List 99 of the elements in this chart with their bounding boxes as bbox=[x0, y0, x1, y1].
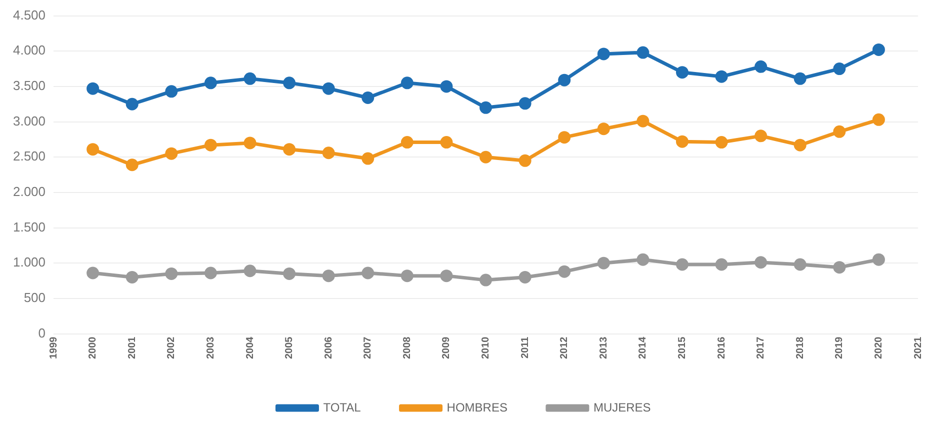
x-tick-label: 2019 bbox=[834, 336, 846, 360]
point bbox=[754, 256, 768, 269]
point bbox=[480, 101, 492, 114]
point bbox=[833, 62, 846, 76]
point bbox=[872, 113, 885, 126]
y-tick-label: 4.500 bbox=[12, 7, 46, 22]
point bbox=[126, 98, 138, 110]
point bbox=[480, 274, 492, 286]
point bbox=[754, 60, 768, 73]
x-tick-label: 2002 bbox=[166, 336, 178, 360]
point bbox=[833, 261, 846, 274]
x-tick-label: 2017 bbox=[756, 336, 767, 360]
point bbox=[165, 147, 178, 160]
point bbox=[400, 76, 414, 90]
point bbox=[86, 143, 100, 156]
x-tick-label: 2015 bbox=[676, 336, 688, 360]
point bbox=[244, 264, 256, 278]
point bbox=[518, 270, 532, 284]
x-tick-label: 2006 bbox=[323, 336, 334, 360]
point bbox=[558, 74, 571, 86]
point bbox=[322, 82, 335, 95]
x-tick-label: 2008 bbox=[402, 336, 413, 360]
point bbox=[165, 85, 178, 98]
y-tick-label: 1.500 bbox=[12, 219, 46, 234]
y-tick-label: 3.000 bbox=[12, 113, 46, 128]
legend-label: TOTAL bbox=[323, 400, 362, 414]
x-tick-label: 2003 bbox=[205, 336, 216, 360]
point bbox=[597, 122, 610, 136]
x-tick-label: 2020 bbox=[873, 336, 884, 360]
y-tick-label: 3.500 bbox=[12, 78, 46, 94]
y-tick-label: 2.500 bbox=[12, 148, 46, 164]
y-tick-label: 4.000 bbox=[12, 42, 46, 58]
x-tick-label: 2000 bbox=[88, 336, 99, 360]
point bbox=[794, 138, 806, 152]
point bbox=[362, 266, 374, 280]
y-tick-label: 2.000 bbox=[12, 184, 46, 200]
point bbox=[165, 267, 178, 280]
point bbox=[204, 76, 217, 90]
point bbox=[676, 258, 688, 271]
x-tick-label: 2014 bbox=[638, 336, 649, 360]
x-tick-label: 2004 bbox=[244, 336, 256, 360]
point bbox=[86, 266, 100, 280]
point bbox=[322, 270, 335, 282]
point bbox=[754, 130, 768, 142]
point bbox=[558, 265, 571, 278]
legend-label: MUJERES bbox=[593, 400, 651, 414]
point bbox=[283, 76, 296, 90]
point bbox=[636, 46, 650, 59]
point bbox=[558, 131, 571, 144]
point bbox=[794, 258, 806, 271]
point bbox=[322, 146, 335, 160]
point bbox=[86, 82, 100, 95]
point bbox=[362, 152, 374, 165]
point bbox=[715, 136, 728, 149]
point bbox=[715, 70, 728, 83]
x-tick-label: 2009 bbox=[441, 336, 452, 360]
point bbox=[676, 135, 688, 148]
point bbox=[440, 270, 453, 282]
point bbox=[244, 72, 256, 85]
point bbox=[518, 154, 532, 167]
point bbox=[204, 138, 217, 152]
point bbox=[636, 253, 650, 266]
x-tick-label: 1999 bbox=[48, 336, 60, 360]
x-tick-label: 2005 bbox=[284, 336, 296, 360]
x-tick-label: 2007 bbox=[362, 336, 374, 360]
x-tick-label: 2016 bbox=[716, 336, 728, 360]
y-tick-label: 500 bbox=[24, 290, 46, 306]
point bbox=[283, 143, 296, 156]
point bbox=[126, 270, 138, 284]
point bbox=[244, 136, 256, 150]
point bbox=[597, 256, 610, 270]
x-tick-label: 2021 bbox=[912, 336, 924, 360]
point bbox=[283, 267, 296, 280]
x-tick-label: 2001 bbox=[126, 336, 138, 360]
point bbox=[440, 80, 453, 93]
y-tick-label: 1.000 bbox=[12, 254, 46, 270]
point bbox=[597, 48, 610, 60]
y-tick-label: 0 bbox=[38, 325, 46, 340]
x-tick-label: 2013 bbox=[598, 336, 610, 360]
point bbox=[872, 43, 885, 56]
point bbox=[794, 72, 806, 85]
point bbox=[480, 150, 492, 164]
x-tick-label: 2011 bbox=[520, 336, 531, 358]
point bbox=[362, 92, 374, 104]
point bbox=[636, 114, 650, 128]
point bbox=[400, 136, 414, 149]
point bbox=[833, 125, 846, 138]
point bbox=[676, 66, 688, 79]
x-tick-label: 2018 bbox=[794, 336, 806, 360]
point bbox=[440, 136, 453, 149]
point bbox=[400, 270, 414, 282]
point bbox=[518, 97, 532, 110]
point bbox=[204, 266, 217, 280]
point bbox=[872, 253, 885, 266]
legend-label: HOMBRES bbox=[446, 400, 508, 414]
x-tick-label: 2010 bbox=[480, 336, 492, 360]
point bbox=[126, 158, 138, 172]
x-tick-label: 2012 bbox=[559, 336, 570, 360]
point bbox=[715, 258, 728, 271]
